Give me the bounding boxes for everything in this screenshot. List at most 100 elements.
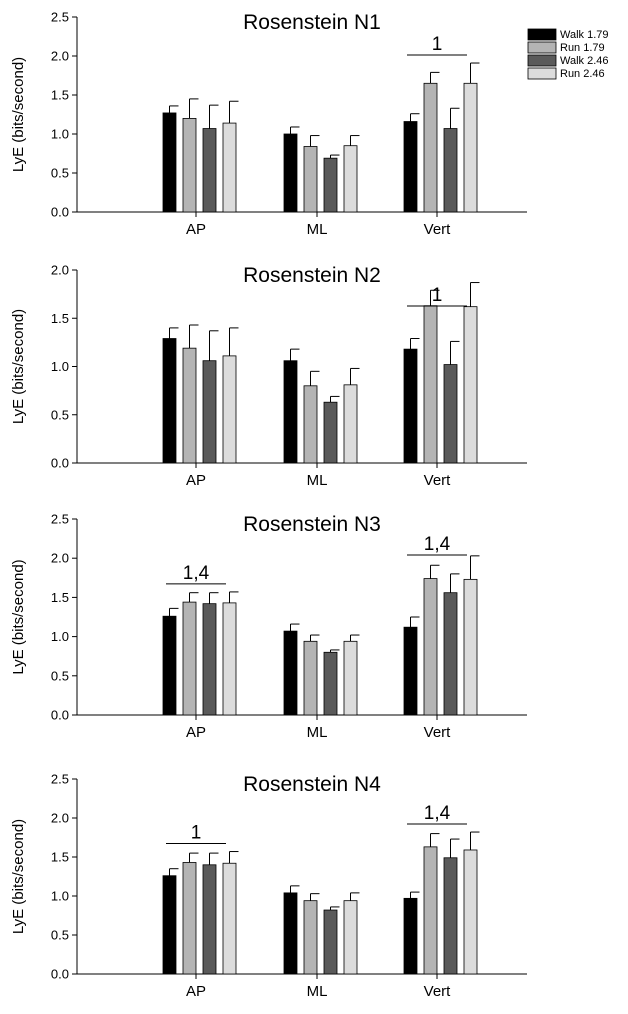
bar (463, 306, 478, 464)
y-tick-label: 2.5 (51, 512, 69, 527)
bar (463, 578, 478, 716)
bar (343, 900, 358, 975)
y-tick-label: 0.0 (51, 456, 69, 471)
bar (182, 601, 197, 716)
legend-label: Walk 2.46 (560, 55, 609, 67)
y-tick-label: 1.0 (51, 629, 69, 644)
chart-title: Rosenstein N4 (243, 773, 381, 796)
chart-title: Rosenstein N3 (243, 513, 381, 536)
bar (162, 615, 177, 716)
y-tick-label: 2.0 (51, 551, 69, 566)
x-tick-label: ML (307, 221, 328, 238)
bar (222, 602, 237, 716)
bar (202, 603, 217, 716)
x-tick-label: AP (186, 983, 206, 1000)
y-axis-label: LyE (bits/second) (10, 819, 27, 934)
bar (343, 145, 358, 213)
bar (323, 401, 338, 464)
significance-label: 1,4 (424, 534, 451, 555)
y-axis-label: LyE (bits/second) (10, 57, 27, 172)
bar (423, 305, 438, 464)
chart-title: Rosenstein N2 (243, 264, 381, 287)
y-tick-label: 0.0 (51, 205, 69, 220)
significance-label: 1 (191, 823, 202, 844)
bar (222, 355, 237, 464)
bar (283, 630, 298, 716)
legend-label: Walk 1.79 (560, 29, 609, 41)
bar (403, 348, 418, 464)
x-tick-label: ML (307, 724, 328, 741)
y-tick-label: 1.5 (51, 88, 69, 103)
bar (283, 892, 298, 975)
y-tick-label: 0.0 (51, 967, 69, 982)
x-tick-label: ML (307, 472, 328, 489)
y-axis-label: LyE (bits/second) (10, 309, 27, 424)
y-tick-label: 2.5 (51, 10, 69, 25)
bar (343, 384, 358, 464)
bar (162, 875, 177, 975)
x-tick-label: Vert (424, 221, 452, 238)
y-tick-label: 1.0 (51, 889, 69, 904)
x-tick-label: AP (186, 472, 206, 489)
y-tick-label: 0.5 (51, 668, 69, 683)
bar (303, 146, 318, 213)
bar (202, 128, 217, 213)
significance-label: 1,4 (424, 803, 451, 824)
bar (403, 626, 418, 716)
y-tick-label: 1.0 (51, 127, 69, 142)
y-axis-label: LyE (bits/second) (10, 559, 27, 674)
bar (443, 592, 458, 716)
y-tick-label: 1.5 (51, 590, 69, 605)
bar (323, 157, 338, 213)
x-tick-label: ML (307, 983, 328, 1000)
bar (403, 897, 418, 975)
y-tick-label: 1.5 (51, 311, 69, 326)
chart-panel: Rosenstein N2 LyE (bits/second) 0.0 0.5 1.0 1… (10, 263, 527, 489)
legend-swatch (527, 67, 557, 80)
bar (443, 128, 458, 213)
y-tick-label: 0.5 (51, 407, 69, 422)
legend-swatch (527, 41, 557, 54)
y-tick-label: 2.0 (51, 49, 69, 64)
chart-title: Rosenstein N1 (243, 11, 381, 34)
bar (182, 118, 197, 213)
chart-panel: Rosenstein N3 LyE (bits/second) 0.0 0.5 1.0 1… (10, 512, 527, 741)
x-tick-label: Vert (424, 472, 452, 489)
bar (323, 651, 338, 716)
chart-panel: Rosenstein N1 LyE (bits/second) 0.0 0.5 1.0 1… (10, 10, 609, 239)
bar (323, 909, 338, 975)
bar (423, 578, 438, 716)
significance-label: 1 (432, 34, 443, 55)
bar (162, 338, 177, 464)
bar (343, 640, 358, 716)
bar (443, 364, 458, 464)
legend-swatch (527, 28, 557, 41)
y-tick-label: 0.0 (51, 708, 69, 723)
bar (423, 846, 438, 975)
x-tick-label: Vert (424, 724, 452, 741)
x-tick-label: Vert (424, 983, 452, 1000)
bar (303, 900, 318, 975)
legend-swatch (527, 54, 557, 67)
y-tick-label: 2.5 (51, 772, 69, 787)
bar (182, 862, 197, 975)
x-tick-label: AP (186, 724, 206, 741)
bar (222, 122, 237, 213)
y-tick-label: 0.5 (51, 166, 69, 181)
bar (303, 640, 318, 716)
bar (202, 360, 217, 464)
y-tick-label: 2.0 (51, 263, 69, 278)
bar (403, 121, 418, 213)
chart-panel: Rosenstein N4 LyE (bits/second) 0.0 0.5 1.0 1… (10, 772, 527, 1000)
legend-label: Run 2.46 (560, 68, 605, 80)
bar (303, 385, 318, 464)
bar (202, 864, 217, 975)
significance-label: 1,4 (183, 563, 210, 584)
bar (222, 862, 237, 975)
y-tick-label: 1.0 (51, 359, 69, 374)
bar (283, 133, 298, 213)
bar (283, 360, 298, 464)
